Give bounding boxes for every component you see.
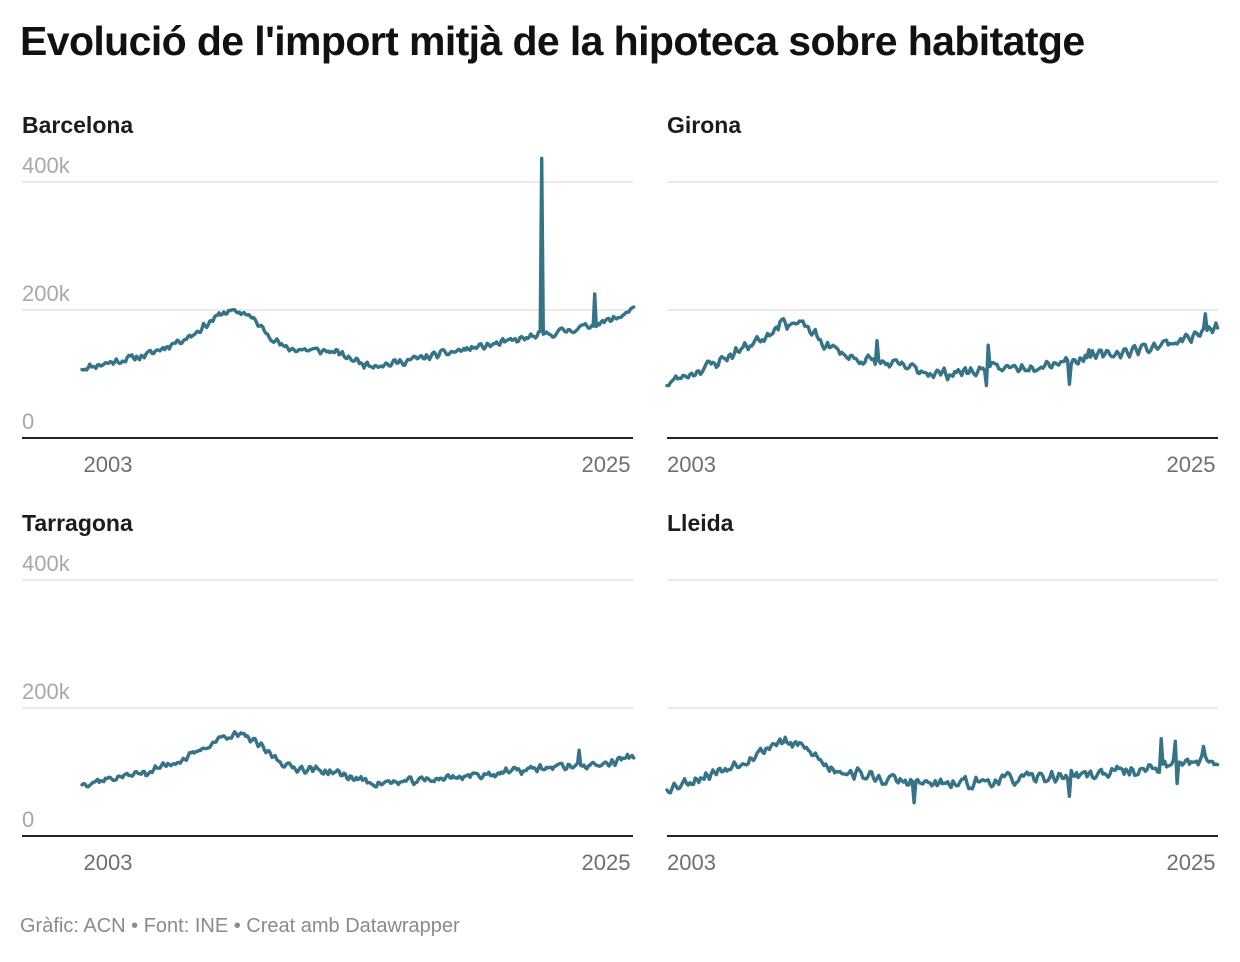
y-tick-label: 200k xyxy=(22,679,71,704)
panel-title-barcelona: Barcelona xyxy=(22,112,134,138)
series-line-lleida xyxy=(665,735,1220,805)
y-tick-label: 400k xyxy=(22,551,71,576)
x-tick-label: 2025 xyxy=(1167,850,1216,875)
y-tick-label: 400k xyxy=(22,153,71,178)
x-tick-label: 2025 xyxy=(582,850,631,875)
x-tick-label: 2025 xyxy=(582,452,631,477)
x-tick-label: 2003 xyxy=(84,452,133,477)
x-tick-label: 2003 xyxy=(667,850,716,875)
x-tick-label: 2003 xyxy=(84,850,133,875)
x-tick-label: 2003 xyxy=(667,452,716,477)
page-title: Evolució de l'import mitjà de la hipotec… xyxy=(20,18,1085,64)
series-line-girona xyxy=(665,312,1220,388)
panel-title-girona: Girona xyxy=(667,112,742,138)
y-tick-label: 200k xyxy=(22,281,71,306)
footer-credits: Gràfic: ACN • Font: INE • Creat amb Data… xyxy=(20,915,460,937)
x-tick-label: 2025 xyxy=(1167,452,1216,477)
y-tick-label: 0 xyxy=(22,807,34,832)
y-tick-label: 0 xyxy=(22,409,34,434)
panel-title-lleida: Lleida xyxy=(667,510,734,536)
panel-title-tarragona: Tarragona xyxy=(22,510,133,536)
series-line-barcelona xyxy=(80,156,636,372)
series-line-tarragona xyxy=(80,730,636,789)
